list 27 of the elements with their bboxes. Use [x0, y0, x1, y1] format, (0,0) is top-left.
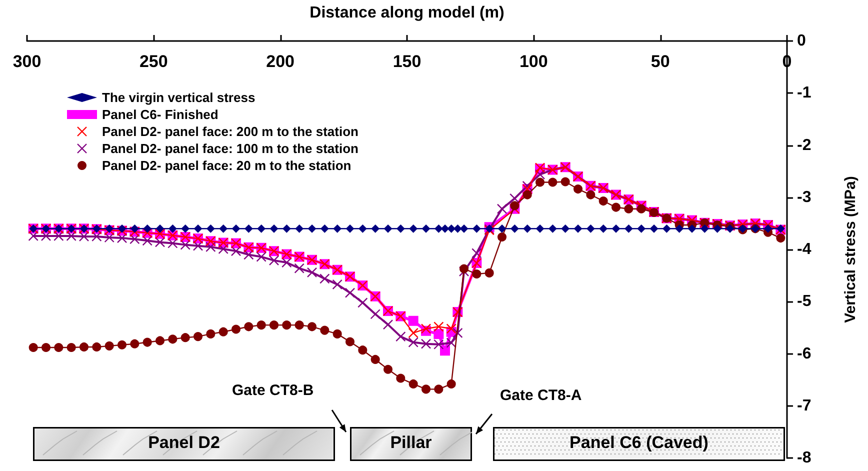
- legend-label: The virgin vertical stress: [102, 90, 256, 105]
- y-tick-label: -2: [797, 136, 812, 154]
- y-tick-label: -4: [797, 241, 812, 258]
- x-tick-label: 150: [392, 52, 422, 71]
- x-axis-title: Distance along model (m): [310, 4, 504, 22]
- y-tick-label: -8: [797, 450, 812, 466]
- legend-label: Panel D2- panel face: 20 m to the station: [102, 158, 352, 173]
- legend-label: Panel C6- Finished: [102, 107, 218, 122]
- y-tick-label: -5: [797, 293, 812, 310]
- x-tick-label: 100: [519, 52, 548, 71]
- annotation: Panel C6 (Caved): [568, 433, 710, 453]
- y-tick-label: -1: [797, 84, 812, 102]
- annotation: Pillar: [389, 433, 433, 453]
- annotation: Gate CT8-B: [232, 382, 314, 399]
- annotation: Gate CT8-A: [500, 387, 582, 404]
- annotation: Panel D2: [147, 433, 221, 453]
- y-tick-label: -3: [797, 188, 812, 206]
- legend-label: Panel D2- panel face: 200 m to the station: [102, 124, 359, 139]
- y-tick-label: 0: [797, 32, 806, 50]
- y-axis-title: Vertical stress (MPa): [842, 176, 859, 323]
- x-tick-label: 300: [12, 52, 42, 71]
- x-tick-label: 50: [650, 52, 670, 71]
- x-tick-label: 200: [266, 52, 295, 71]
- y-tick-label: -6: [797, 345, 812, 362]
- y-tick-label: -7: [797, 397, 812, 414]
- legend-label: Panel D2- panel face: 100 m to the station: [102, 141, 359, 156]
- x-tick-label: 250: [139, 52, 168, 71]
